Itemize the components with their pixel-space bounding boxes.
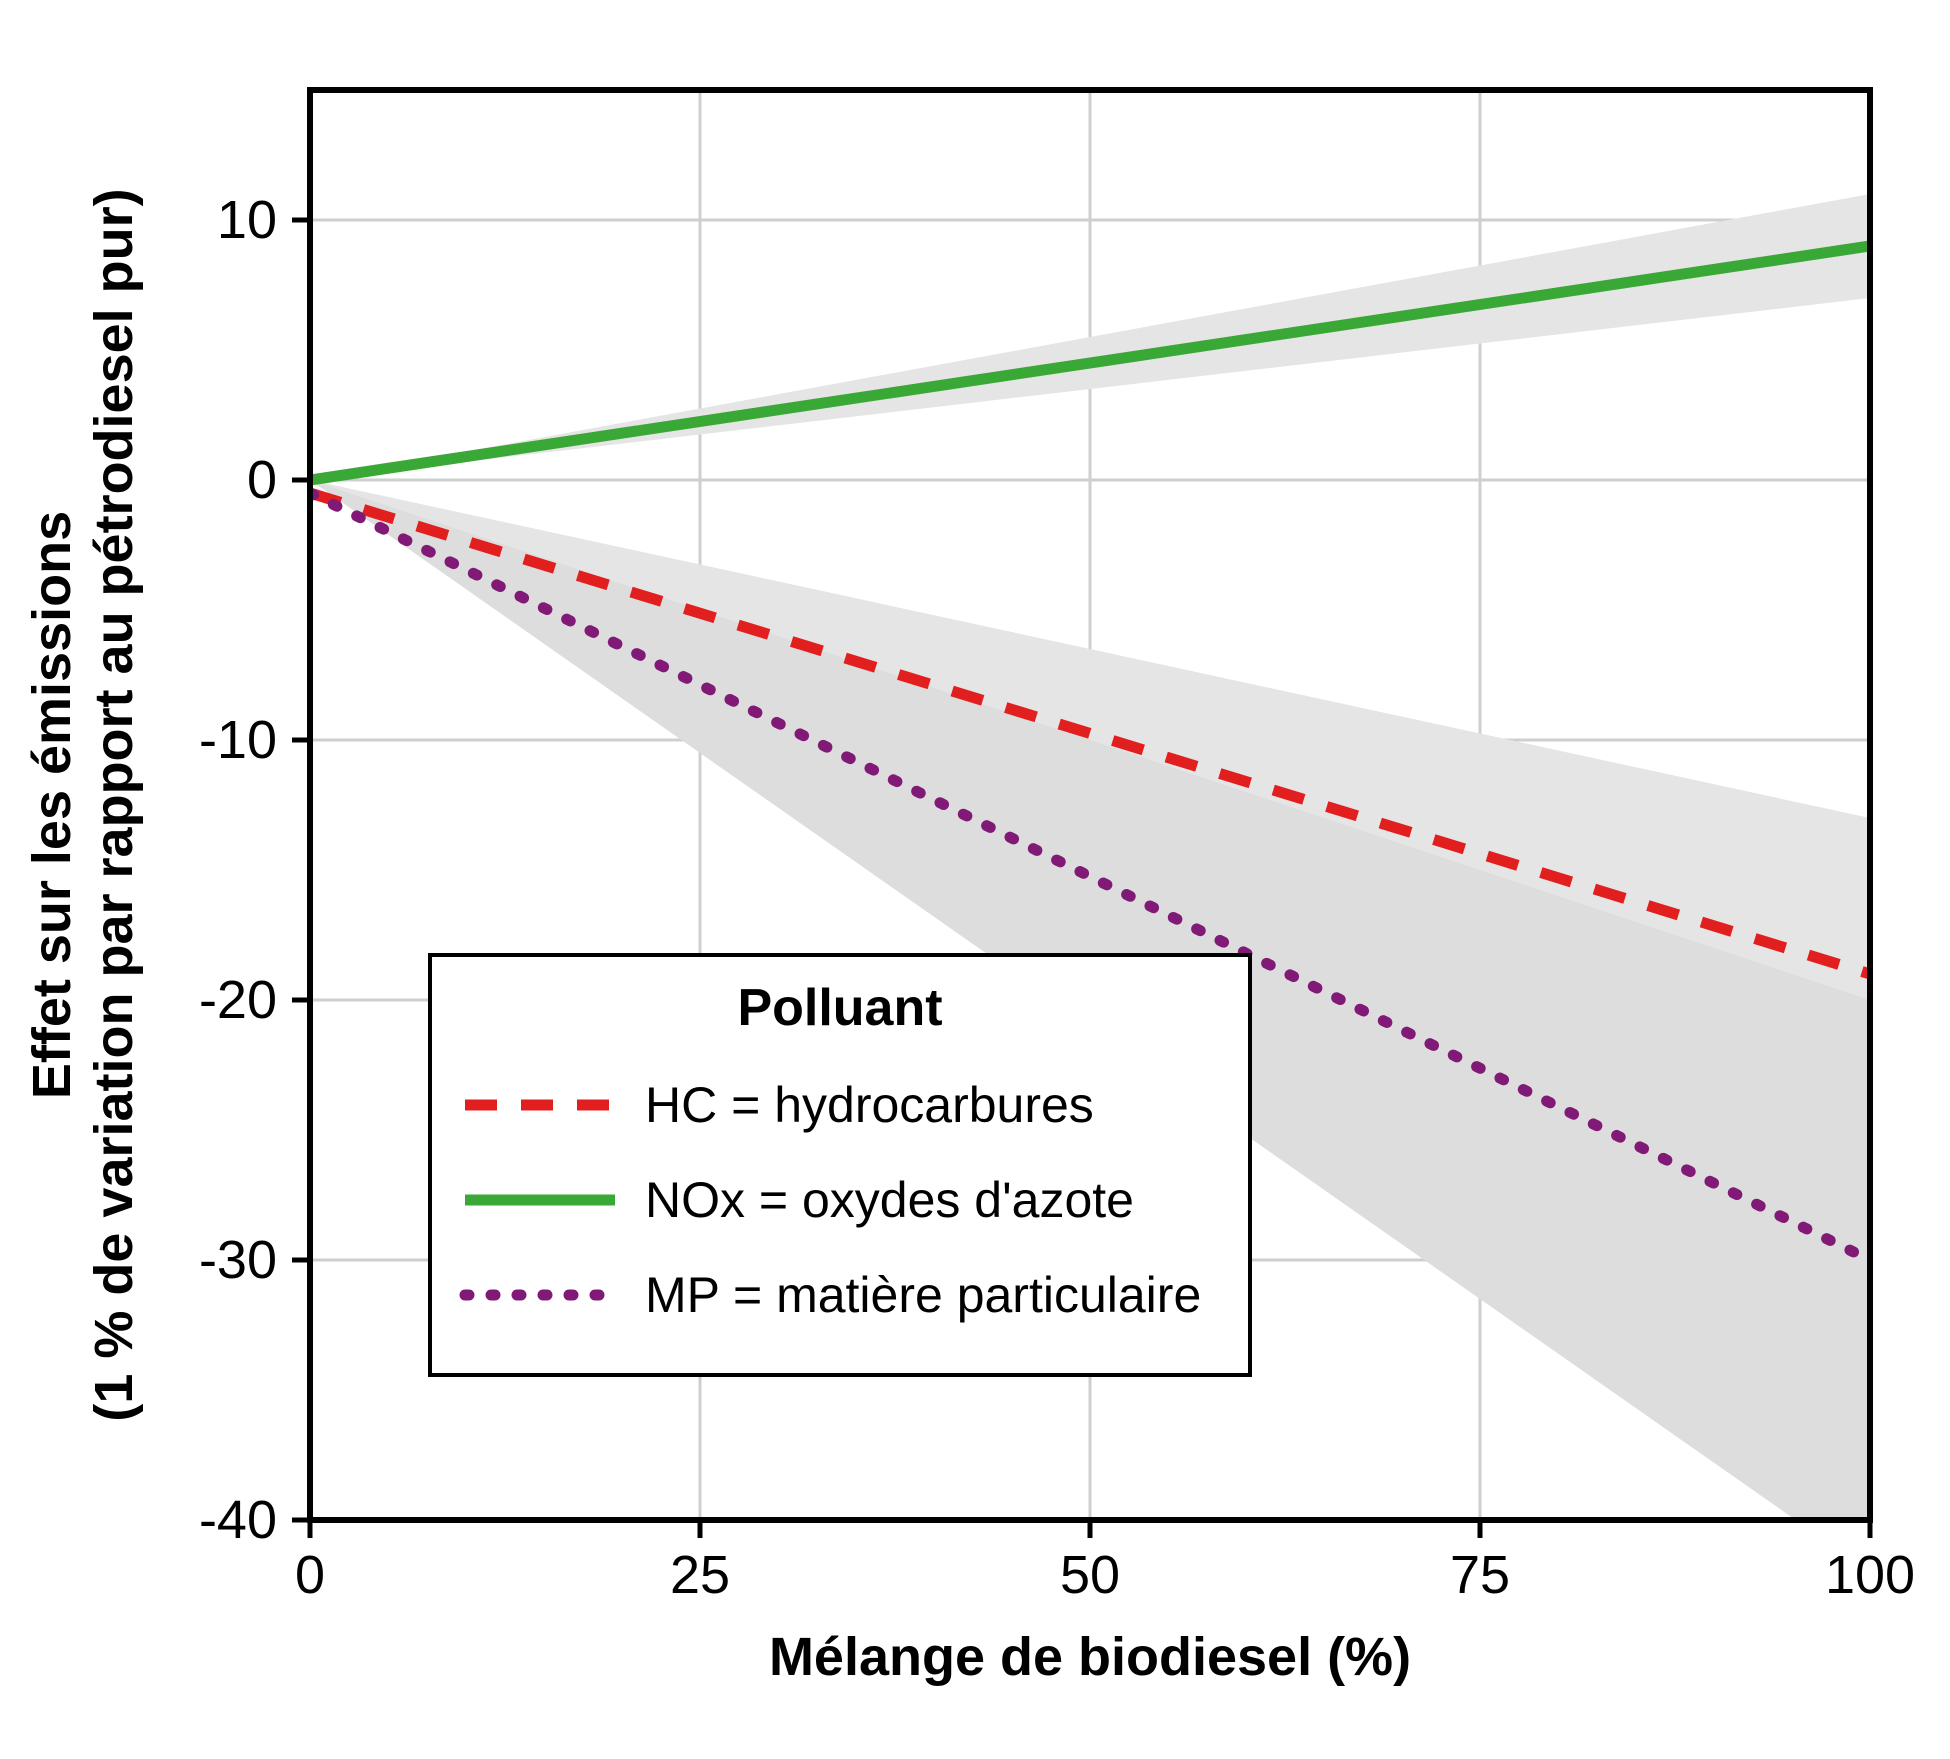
svg-text:(1 % de variation par rapport: (1 % de variation par rapport au pétrodi… — [84, 188, 144, 1421]
legend: Polluant HC = hydrocarbures NOx = oxydes d… — [430, 955, 1250, 1375]
svg-text:25: 25 — [670, 1545, 730, 1605]
svg-text:-30: -30 — [199, 1230, 277, 1290]
svg-text:50: 50 — [1060, 1545, 1120, 1605]
svg-text:-20: -20 — [199, 970, 277, 1030]
legend-title: Polluant — [737, 979, 942, 1037]
chart-container: 0 25 50 75 100 -40 -30 -20 -10 0 10 Mélange de biod… — [0, 0, 1950, 1759]
legend-label-NOx: NOx = oxydes d'azote — [645, 1172, 1134, 1228]
legend-label-MP: MP = matière particulaire — [645, 1267, 1201, 1323]
x-axis-label: Mélange de biodiesel (%) — [769, 1627, 1411, 1687]
svg-text:75: 75 — [1450, 1545, 1510, 1605]
svg-text:10: 10 — [217, 190, 277, 250]
svg-text:Effet sur les émissions: Effet sur les émissions — [22, 511, 82, 1099]
svg-text:100: 100 — [1825, 1545, 1915, 1605]
svg-text:0: 0 — [295, 1545, 325, 1605]
emissions-line-chart: 0 25 50 75 100 -40 -30 -20 -10 0 10 Mélange de biod… — [0, 0, 1950, 1759]
legend-label-HC: HC = hydrocarbures — [645, 1077, 1094, 1133]
svg-text:0: 0 — [247, 450, 277, 510]
svg-text:-40: -40 — [199, 1490, 277, 1550]
svg-text:-10: -10 — [199, 710, 277, 770]
